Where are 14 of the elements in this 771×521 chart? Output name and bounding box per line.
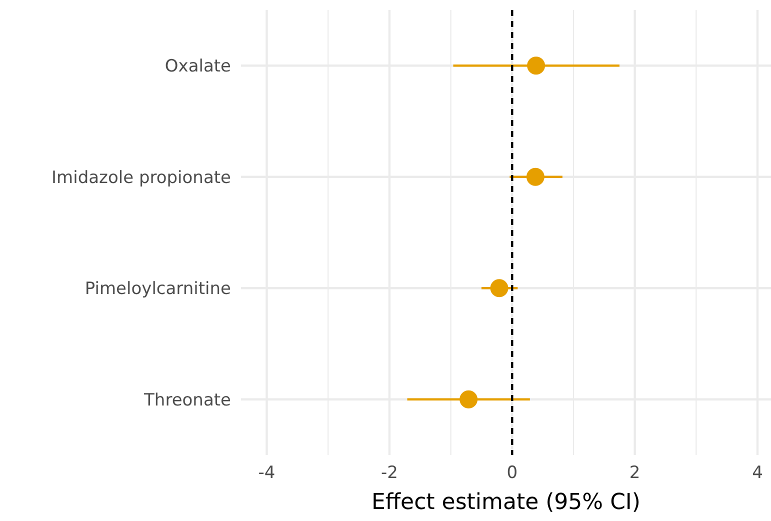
x-axis-title: Effect estimate (95% CI) [371, 490, 641, 515]
point [460, 390, 478, 408]
y-tick-label: Oxalate [164, 56, 231, 77]
x-tick-label: -2 [380, 463, 398, 483]
y-tick-label: Imidazole propionate [52, 168, 231, 188]
y-tick-label: Threonate [143, 390, 231, 410]
x-tick-label: 0 [506, 463, 518, 483]
point [526, 168, 544, 186]
x-tick-label: 2 [629, 463, 640, 483]
x-tick-label: 4 [752, 463, 763, 483]
x-tick-label: -4 [258, 463, 276, 483]
point [527, 56, 546, 75]
point [490, 279, 508, 298]
y-tick-label: Pimeloylcarnitine [84, 279, 231, 300]
